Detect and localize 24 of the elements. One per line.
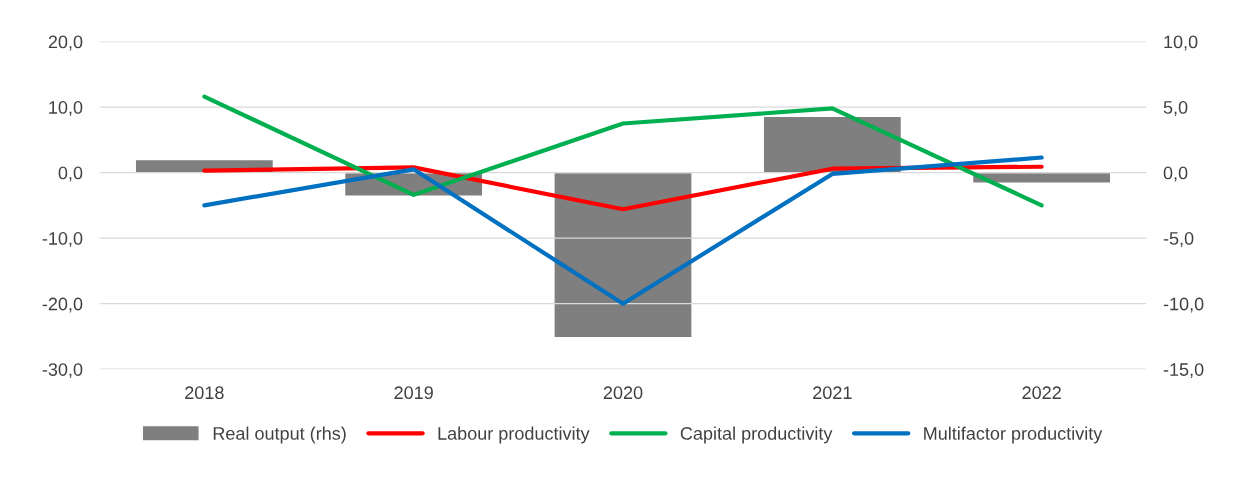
y2-tick-label: -5,0 [1163, 232, 1194, 247]
y2-tick-label: -10,0 [1163, 297, 1204, 313]
line-series [202, 155, 1044, 306]
legend-label: Multifactor productivity [924, 426, 1103, 444]
x-tick-label: 2021 [813, 386, 852, 400]
legend-label: Real output (rhs) [213, 426, 346, 444]
x-tick-label: 2022 [1022, 386, 1061, 400]
legend-label: Capital productivity [680, 426, 833, 444]
y2-tick-label: 10,0 [1164, 35, 1198, 51]
y2-tick-label: 5,0 [1163, 101, 1188, 116]
y2-tick-label: 0,0 [1163, 166, 1188, 182]
y-tick-label: -30,0 [42, 363, 83, 379]
bar [553, 171, 693, 339]
y2-tick-label: -15,0 [1163, 363, 1204, 379]
x-tick-label: 2019 [394, 386, 433, 400]
line-series [202, 94, 1044, 208]
y-tick-label: -10,0 [42, 232, 83, 247]
x-tick-label: 2018 [185, 386, 224, 400]
legend-label: Labour productivity [438, 426, 590, 444]
y-tick-label: -20,0 [42, 297, 83, 313]
x-tick-label: 2020 [603, 386, 643, 400]
y-tick-label: 0,0 [58, 166, 83, 182]
y-tick-label: 10,0 [49, 101, 83, 116]
y-tick-label: 20,0 [48, 35, 83, 51]
